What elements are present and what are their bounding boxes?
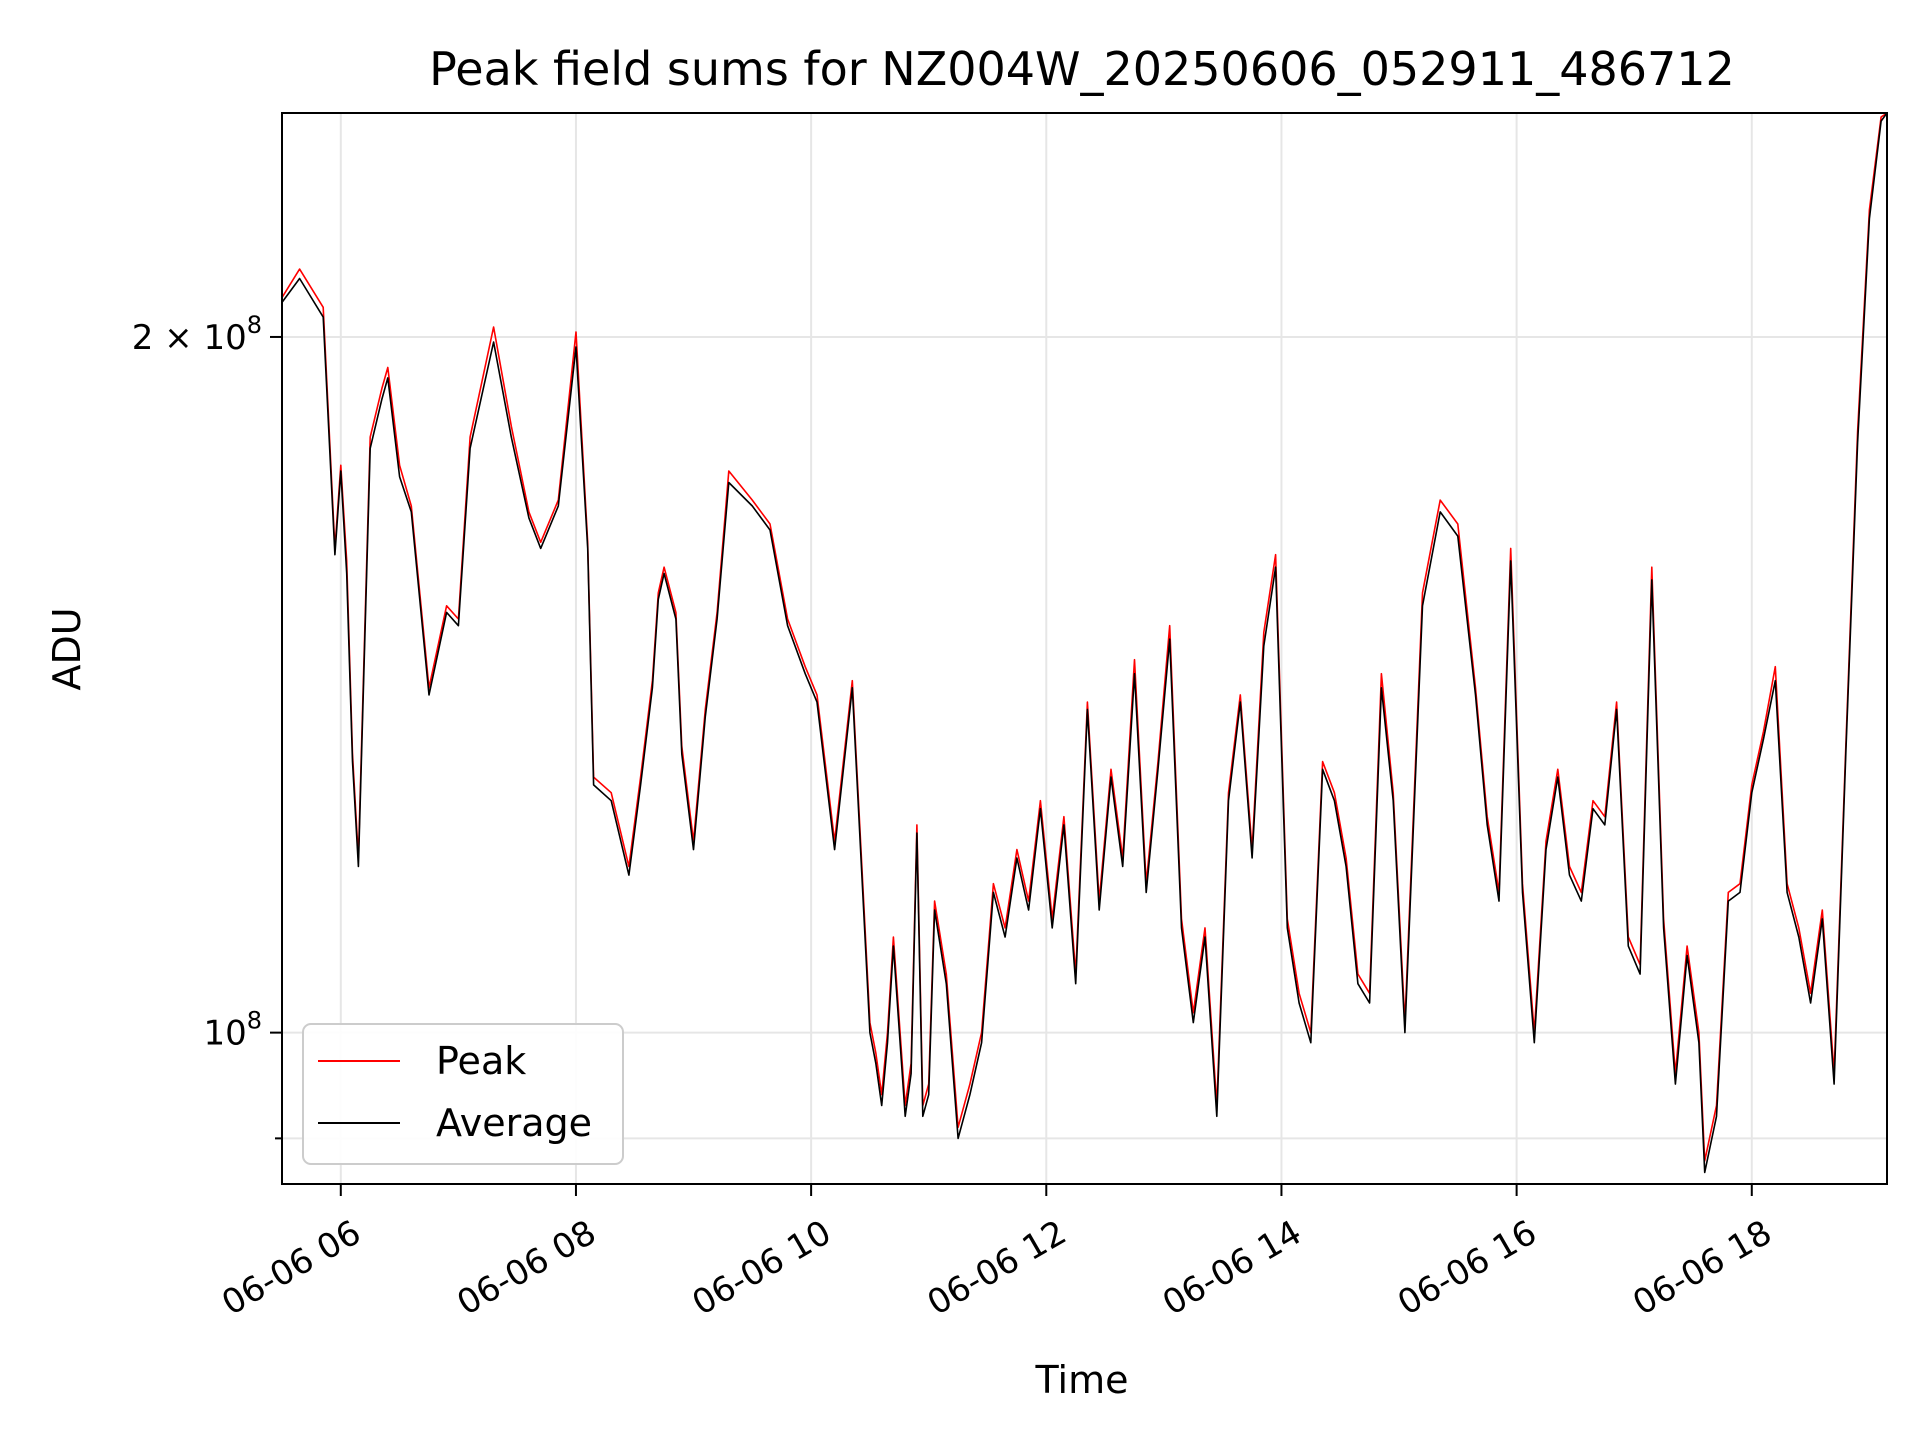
series-line-average <box>281 112 1888 1174</box>
legend: Peak Average <box>302 1023 624 1165</box>
y-axis-label: ADU <box>45 607 89 690</box>
legend-label-average: Average <box>436 1101 592 1145</box>
series-group <box>281 112 1888 1174</box>
x-axis-label: Time <box>1035 1358 1129 1402</box>
plot-frame <box>281 112 1888 1185</box>
legend-box <box>302 1023 624 1165</box>
legend-label-peak: Peak <box>436 1039 526 1083</box>
y-tick-label-1: 2 × 108 <box>132 311 262 358</box>
y-axis: 108 2 × 108 <box>132 311 282 1140</box>
grid <box>282 113 1887 1184</box>
y-tick-label-0: 108 <box>203 1007 262 1054</box>
chart-title: Peak field sums for NZ004W_20250606_0529… <box>429 42 1735 96</box>
